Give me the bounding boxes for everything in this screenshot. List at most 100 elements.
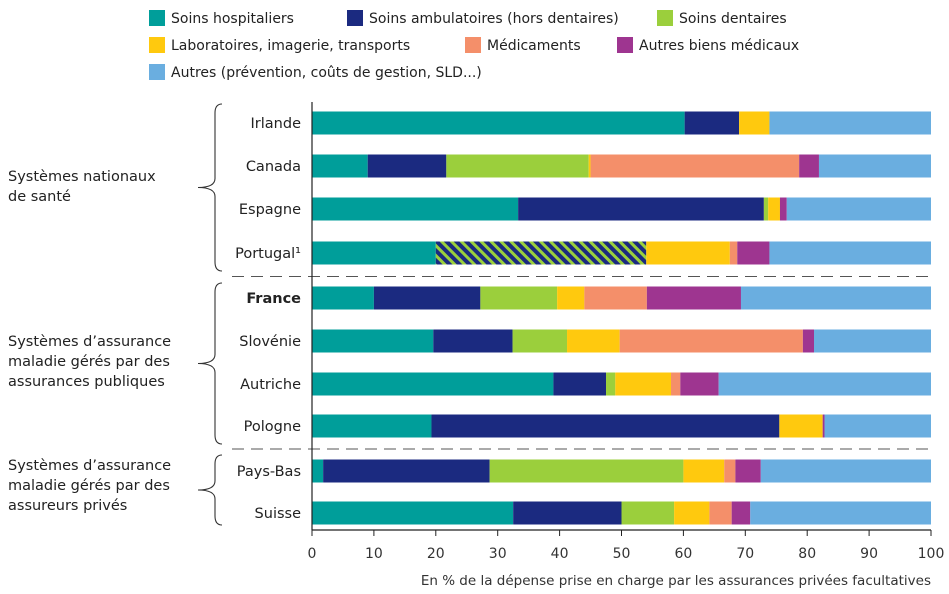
legend-label-laboratoires-imagerie-transports: Laboratoires, imagerie, transports: [171, 38, 410, 54]
bar-segment-suisse-laboratoires-imagerie-transports: [674, 501, 710, 525]
bar-segment-canada-laboratoires-imagerie-transports: [588, 154, 591, 178]
bar-segment-pays-bas-autres-biens-medicaux: [735, 459, 761, 483]
bar-segment-france-medicaments: [584, 286, 647, 310]
x-axis-title: En % de la dépense prise en charge par l…: [421, 573, 931, 589]
bar-segment-slovenie-soins-dentaires: [512, 329, 568, 353]
x-tick-label-60: 60: [674, 546, 692, 562]
bar-segment-pays-bas-soins-hospitaliers: [312, 459, 324, 483]
bar-segment-canada-medicaments: [590, 154, 800, 178]
x-tick-label-50: 50: [613, 546, 631, 562]
legend-swatch-soins-hospitaliers: [149, 10, 165, 26]
bar-segment-pays-bas-autres-prevention-couts-de-gestion-sld: [760, 459, 931, 483]
bar-row-slovenie: [312, 329, 931, 353]
bar-segment-france-soins-dentaires: [480, 286, 558, 310]
legend-label-medicaments: Médicaments: [487, 38, 581, 54]
bar-row-espagne: [312, 197, 931, 221]
bar-segment-france-soins-hospitaliers: [312, 286, 374, 310]
bar-segment-autriche-soins-ambulatoires-hors-dentaires: [553, 372, 607, 396]
category-label-espagne: Espagne: [239, 202, 301, 218]
bar-segment-autriche-laboratoires-imagerie-transports: [615, 372, 672, 396]
bar-segment-suisse-autres-biens-medicaux: [731, 501, 751, 525]
bar-segment-pologne-soins-hospitaliers: [312, 414, 432, 438]
x-tick-label-0: 0: [308, 546, 317, 562]
bar-segment-autriche-soins-dentaires: [606, 372, 616, 396]
group-bracket-3: [197, 454, 223, 526]
legend-swatch-autres-prevention-couts-de-gestion-sld: [149, 64, 165, 80]
x-tick-label-40: 40: [551, 546, 569, 562]
bar-segment-pologne-autres-biens-medicaux: [822, 414, 825, 438]
bar-segment-suisse-medicaments: [709, 501, 732, 525]
group-label-1-line-1: Systèmes nationaux: [8, 169, 156, 185]
bar-segment-portugal-autres-biens-medicaux: [737, 241, 770, 265]
bar-row-portugal: [312, 241, 931, 265]
group-label-2-line-1: Systèmes d’assurance: [8, 334, 171, 350]
bar-segment-espagne-soins-dentaires: [763, 197, 769, 221]
x-tick-label-20: 20: [427, 546, 445, 562]
bar-segment-autriche-medicaments: [671, 372, 681, 396]
bar-segment-pologne-soins-ambulatoires-hors-dentaires: [431, 414, 780, 438]
legend-label-autres-prevention-couts-de-gestion-sld: Autres (prévention, coûts de gestion, SL…: [171, 65, 482, 81]
bar-segment-slovenie-laboratoires-imagerie-transports: [567, 329, 620, 353]
bar-segment-pays-bas-laboratoires-imagerie-transports: [683, 459, 725, 483]
bar-segment-slovenie-soins-ambulatoires-hors-dentaires: [433, 329, 513, 353]
bar-row-pays-bas: [312, 459, 931, 483]
x-tick-label-10: 10: [365, 546, 383, 562]
group-bracket-2: [197, 282, 223, 445]
category-label-suisse: Suisse: [255, 506, 302, 522]
bar-segment-slovenie-soins-hospitaliers: [312, 329, 434, 353]
bar-row-suisse: [312, 501, 931, 525]
bar-segment-irlande-soins-hospitaliers: [312, 111, 685, 135]
bar-segment-pologne-laboratoires-imagerie-transports: [779, 414, 823, 438]
group-label-3-line-2: maladie gérés par des: [8, 478, 170, 494]
legend-swatch-soins-dentaires: [657, 10, 673, 26]
bar-segment-slovenie-medicaments: [619, 329, 803, 353]
bar-row-autriche: [312, 372, 931, 396]
bar-segment-autriche-soins-hospitaliers: [312, 372, 554, 396]
bar-row-irlande: [312, 111, 931, 135]
bar-segment-canada-soins-hospitaliers: [312, 154, 368, 178]
bar-segment-irlande-autres-prevention-couts-de-gestion-sld: [769, 111, 931, 135]
legend-swatch-laboratoires-imagerie-transports: [149, 37, 165, 53]
category-label-pays-bas: Pays-Bas: [237, 464, 301, 480]
bar-segment-espagne-laboratoires-imagerie-transports: [768, 197, 780, 221]
category-label-france: France: [246, 291, 301, 307]
bar-segment-espagne-soins-hospitaliers: [312, 197, 519, 221]
category-label-irlande: Irlande: [251, 116, 302, 132]
category-label-slovenie: Slovénie: [239, 334, 301, 350]
bar-row-france: [312, 286, 931, 310]
legend-label-soins-ambulatoires-hors-dentaires: Soins ambulatoires (hors dentaires): [369, 11, 619, 27]
legend-swatch-medicaments: [465, 37, 481, 53]
bar-segment-pologne-autres-prevention-couts-de-gestion-sld: [824, 414, 931, 438]
bar-segment-portugal-laboratoires-imagerie-transports: [646, 241, 730, 265]
bar-segment-irlande-soins-ambulatoires-hors-dentaires: [684, 111, 740, 135]
bar-segment-canada-soins-dentaires: [446, 154, 589, 178]
bar-segment-france-autres-biens-medicaux: [646, 286, 741, 310]
bar-segment-portugal-autres-prevention-couts-de-gestion-sld: [769, 241, 931, 265]
legend-swatch-autres-biens-medicaux: [617, 37, 633, 53]
x-tick-label-90: 90: [860, 546, 878, 562]
legend-label-soins-dentaires: Soins dentaires: [679, 11, 787, 27]
group-separators: [232, 276, 931, 450]
bars: Irlande Canada Espagne Portugal¹ France Slové…: [235, 111, 931, 525]
group-label-2-line-2: maladie gérés par des: [8, 354, 170, 370]
x-tick-label-100: 100: [918, 546, 945, 562]
x-tick-label-30: 30: [489, 546, 507, 562]
legend-swatch-soins-ambulatoires-hors-dentaires: [347, 10, 363, 26]
bar-segment-pays-bas-medicaments: [724, 459, 736, 483]
bar-segment-suisse-soins-ambulatoires-hors-dentaires: [513, 501, 622, 525]
bar-segment-pays-bas-soins-dentaires: [489, 459, 684, 483]
bar-segment-france-laboratoires-imagerie-transports: [557, 286, 585, 310]
bar-segment-slovenie-autres-prevention-couts-de-gestion-sld: [814, 329, 931, 353]
bar-segment-espagne-autres-prevention-couts-de-gestion-sld: [786, 197, 931, 221]
axes: 0 10 20 30 40 50 60 70 80 90 100 En % de la dépense…: [308, 102, 945, 589]
bar-segment-france-autres-prevention-couts-de-gestion-sld: [740, 286, 931, 310]
category-label-pologne: Pologne: [244, 419, 301, 435]
group-label-3-line-3: assureurs privés: [8, 498, 127, 514]
bar-segment-suisse-soins-hospitaliers: [312, 501, 514, 525]
bar-segment-portugal-medicaments: [729, 241, 738, 265]
category-label-autriche: Autriche: [240, 377, 301, 393]
bar-segment-espagne-autres-biens-medicaux: [779, 197, 787, 221]
bar-segment-canada-autres-prevention-couts-de-gestion-sld: [818, 154, 931, 178]
x-tick-label-80: 80: [798, 546, 816, 562]
